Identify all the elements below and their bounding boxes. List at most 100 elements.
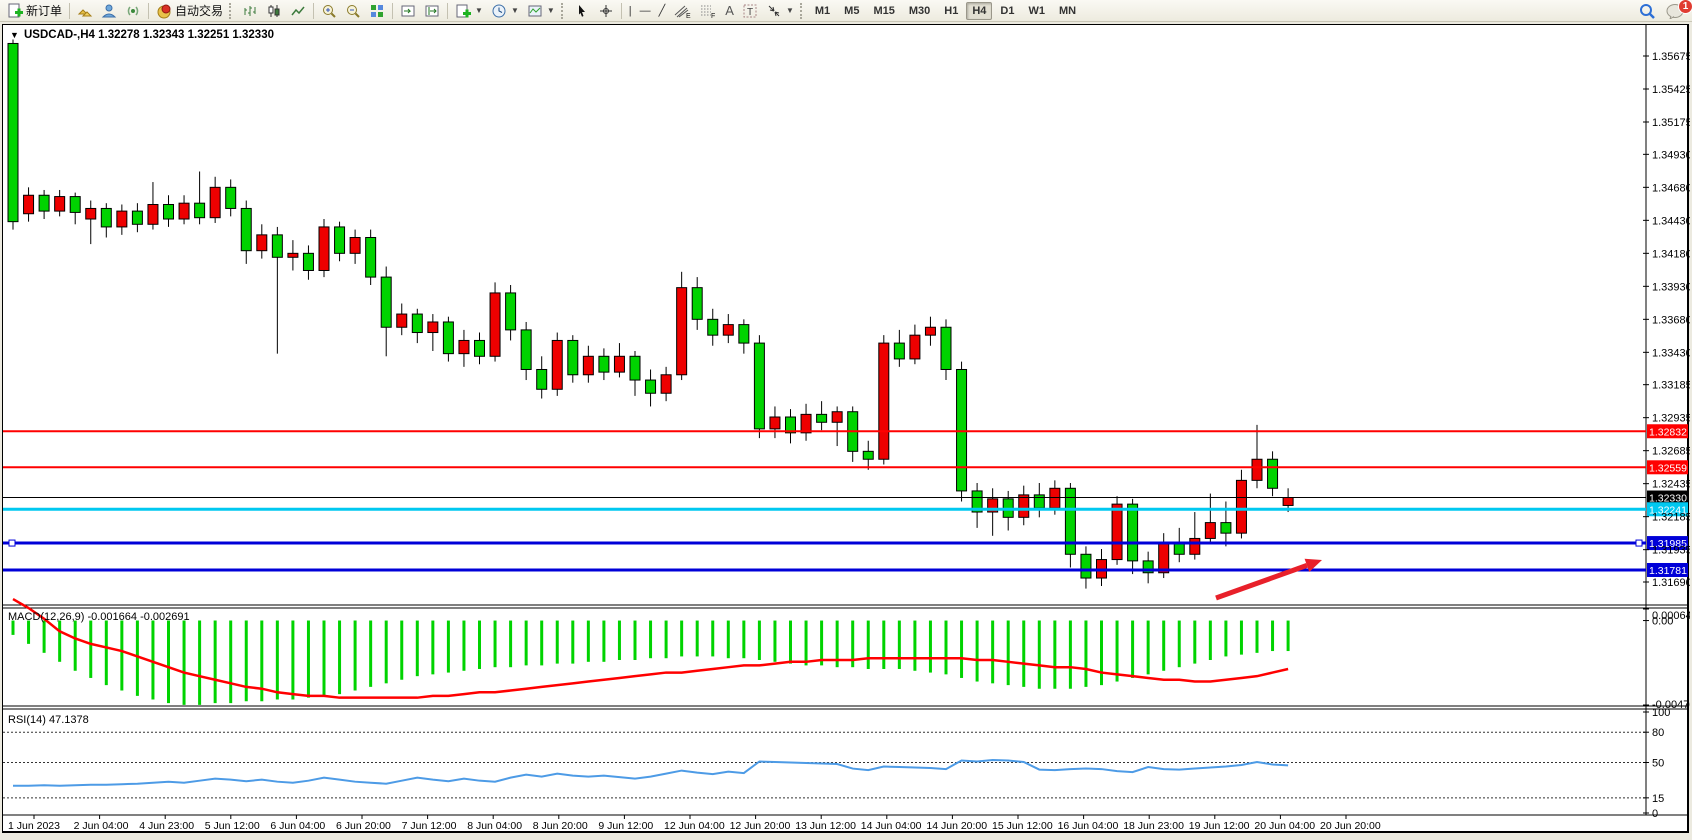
separator bbox=[148, 2, 150, 19]
cursor-icon bbox=[578, 4, 585, 17]
chart-background bbox=[1, 23, 1689, 833]
cursor-button[interactable] bbox=[570, 0, 594, 22]
notifications-button[interactable]: 1 bbox=[1666, 0, 1692, 19]
trend-arrow bbox=[1215, 563, 1308, 601]
candle bbox=[536, 368, 548, 390]
toolbar-grip[interactable] bbox=[799, 2, 805, 19]
template-icon bbox=[528, 5, 542, 16]
bar-chart-button[interactable] bbox=[238, 0, 262, 22]
price-badge bbox=[1647, 424, 1688, 439]
candle bbox=[707, 318, 719, 336]
hline-button[interactable]: — bbox=[636, 0, 655, 22]
price-badge bbox=[1647, 562, 1688, 577]
timeframe-m1[interactable]: M1 bbox=[814, 4, 831, 17]
channel-button[interactable]: E bbox=[669, 0, 695, 22]
new-order-label: 新订单 bbox=[26, 4, 63, 18]
autotrade-label: 自动交易 bbox=[175, 4, 224, 18]
svg-text:1.32241: 1.32241 bbox=[1649, 504, 1687, 516]
dropdown-arrow: ▼ bbox=[785, 6, 794, 15]
candle bbox=[427, 321, 439, 334]
separator bbox=[69, 2, 71, 19]
line-chart-icon bbox=[291, 6, 305, 15]
search-icon[interactable] bbox=[1639, 3, 1656, 20]
trend-arrow-head bbox=[1304, 558, 1322, 572]
candle bbox=[411, 313, 423, 334]
timeframe-m5[interactable]: M5 bbox=[844, 4, 860, 17]
line-chart-button[interactable] bbox=[286, 0, 310, 22]
candle bbox=[738, 324, 750, 344]
fibonacci-button[interactable]: F bbox=[695, 0, 721, 22]
candle bbox=[1142, 560, 1154, 574]
timeframe-h1[interactable]: H1 bbox=[944, 4, 959, 17]
text-label-button[interactable]: T bbox=[738, 0, 762, 22]
timeframe-d1[interactable]: D1 bbox=[1000, 4, 1015, 17]
signals-button[interactable] bbox=[121, 0, 145, 22]
svg-text:100: 100 bbox=[1652, 707, 1670, 719]
autotrade-button[interactable]: 自动交易 bbox=[152, 0, 227, 22]
notification-badge: 1 bbox=[1678, 0, 1692, 14]
crosshair-button[interactable] bbox=[594, 0, 618, 22]
time-label: 2 Jun 04:00 bbox=[74, 820, 129, 832]
toolbar-grip[interactable] bbox=[560, 2, 566, 19]
separator bbox=[447, 2, 449, 19]
tile-windows-icon bbox=[371, 4, 384, 17]
candle bbox=[163, 203, 174, 220]
chart-shift-button[interactable] bbox=[420, 0, 444, 22]
zoom-in-button[interactable] bbox=[317, 0, 341, 22]
candle bbox=[660, 374, 672, 394]
templates-button[interactable]: ▼ bbox=[523, 0, 559, 22]
candle bbox=[1111, 503, 1123, 561]
zoom-out-button[interactable] bbox=[341, 0, 365, 22]
candle bbox=[349, 236, 361, 254]
arrows-button[interactable]: ▼ bbox=[762, 0, 798, 22]
candle bbox=[365, 236, 377, 278]
fibonacci-icon: F bbox=[701, 5, 716, 19]
time-label: 20 Jun 04:00 bbox=[1254, 820, 1315, 832]
timeframe-mn[interactable]: MN bbox=[1058, 4, 1077, 17]
price-axis: 1.35675 1.35425 1.35175 1.34930 1.34680 1.344… bbox=[1643, 51, 1692, 589]
time-axis: 1 Jun 2023 2 Jun 04:00 4 Jun 23:00 5 Jun 12… bbox=[8, 815, 1381, 832]
auto-scroll-icon bbox=[401, 5, 415, 16]
vline-icon: | bbox=[628, 4, 632, 17]
profile-button[interactable] bbox=[97, 0, 121, 22]
text-button[interactable]: A bbox=[721, 0, 738, 22]
candle bbox=[380, 276, 392, 328]
candle-chart-button[interactable] bbox=[262, 0, 286, 22]
svg-text:1.35425: 1.35425 bbox=[1652, 84, 1690, 96]
chart-title: USDCAD-,H4 1.32278 1.32343 1.32251 1.323… bbox=[24, 29, 274, 41]
timeframe-w1[interactable]: W1 bbox=[1028, 4, 1045, 17]
vline-button[interactable]: | bbox=[625, 0, 636, 22]
market-watch-button[interactable] bbox=[73, 0, 97, 22]
candle bbox=[54, 196, 66, 212]
svg-text:F: F bbox=[711, 13, 715, 19]
chart-window: 1.32832 1.32559 1.32330 1.32241 1.31985 1.317… bbox=[1, 23, 1692, 839]
macd-label: MACD(12,26,9) -0.001664 -0.002691 bbox=[8, 611, 190, 623]
periods-button[interactable]: ▼ bbox=[487, 0, 523, 22]
auto-scroll-button[interactable] bbox=[396, 0, 420, 22]
candle bbox=[85, 207, 97, 220]
tile-windows-button[interactable] bbox=[365, 0, 389, 22]
svg-text:1.32435: 1.32435 bbox=[1652, 479, 1690, 491]
add-indicator-button[interactable]: ▼ bbox=[451, 0, 487, 22]
profile-icon bbox=[101, 4, 117, 17]
svg-text:0.000644: 0.000644 bbox=[1652, 610, 1690, 622]
time-label: 6 Jun 20:00 bbox=[336, 820, 391, 832]
line-handle bbox=[1635, 539, 1643, 547]
svg-text:T: T bbox=[747, 7, 753, 18]
gold-icon bbox=[77, 8, 93, 16]
svg-text:1.34430: 1.34430 bbox=[1652, 215, 1690, 227]
new-order-button[interactable]: 新订单 bbox=[3, 0, 66, 22]
time-label: 20 Jun 20:00 bbox=[1320, 820, 1381, 832]
trendline-button[interactable]: ╱ bbox=[655, 0, 670, 22]
toolbar-grip[interactable] bbox=[229, 2, 234, 19]
timeframe-h4[interactable]: H4 bbox=[966, 1, 993, 20]
candle bbox=[318, 226, 330, 271]
time-label: 4 Jun 23:00 bbox=[139, 820, 194, 832]
timeframe-m30[interactable]: M30 bbox=[908, 4, 931, 17]
svg-text:1.33430: 1.33430 bbox=[1652, 347, 1690, 359]
candle bbox=[1049, 487, 1061, 509]
candle bbox=[816, 413, 828, 423]
bar-chart-icon bbox=[244, 5, 256, 16]
timeframe-m15[interactable]: M15 bbox=[873, 4, 895, 17]
